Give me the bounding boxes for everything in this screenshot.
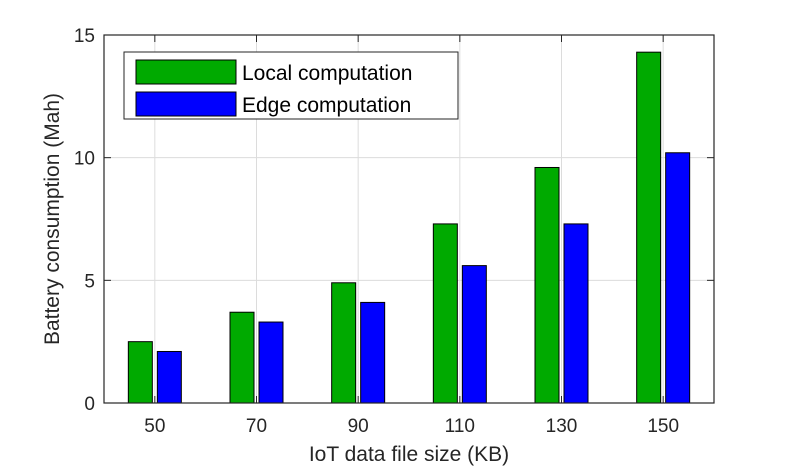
y-tick-label: 15 [74, 26, 95, 47]
tick-marks [104, 34, 714, 404]
bar-edge-computation [563, 223, 589, 404]
plot-frame [103, 34, 715, 404]
bar-local-computation [432, 223, 458, 404]
y-tick-label: 5 [84, 271, 95, 292]
legend-label-local: Local computation [242, 62, 412, 85]
bar-edge-computation [156, 350, 182, 404]
legend-label-edge: Edge computation [242, 94, 411, 117]
bar-local-computation [229, 311, 255, 404]
bar-local-computation [534, 166, 560, 404]
x-tick-label: 50 [144, 416, 165, 437]
y-axis-title: Battery consumption (Mah) [41, 93, 64, 345]
x-axis-title: IoT data file size (KB) [309, 443, 509, 466]
bar-edge-computation [461, 265, 487, 404]
y-tick-labels: 0 5 10 15 [74, 26, 95, 415]
bar-edge-computation [258, 321, 284, 404]
bar-local-computation [331, 282, 357, 404]
bar-edge-computation [665, 152, 691, 404]
x-tick-label: 150 [647, 416, 679, 437]
bar-local-computation [127, 341, 153, 404]
legend-swatch-edge [135, 91, 237, 117]
bar-local-computation [636, 51, 662, 404]
x-tick-label: 110 [445, 416, 475, 437]
bar-edge-computation [360, 301, 386, 404]
x-tick-label: 90 [348, 416, 369, 437]
legend-swatch-local [135, 59, 237, 85]
x-tick-label: 130 [546, 416, 578, 437]
x-tick-label: 70 [246, 416, 267, 437]
legend: Local computation Edge computation [123, 51, 459, 120]
y-tick-label: 0 [84, 394, 95, 415]
y-tick-label: 10 [74, 149, 95, 170]
x-tick-labels: 50 70 90 110 130 150 [144, 416, 679, 437]
